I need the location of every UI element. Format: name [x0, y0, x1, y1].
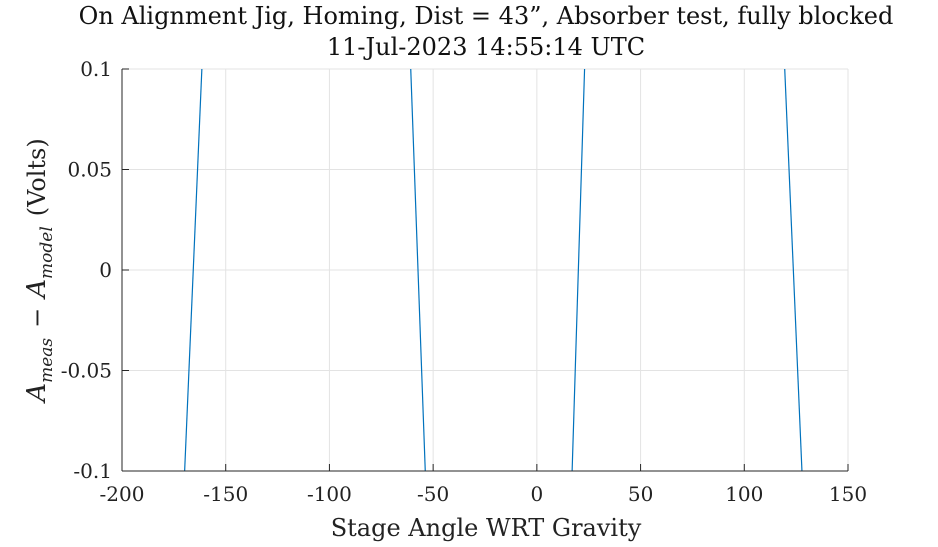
y-label-a1: A [22, 383, 52, 404]
y-tick-label: -0.1 [73, 459, 112, 483]
x-tick-label: -150 [203, 482, 248, 506]
y-label-sub2: model [37, 226, 57, 279]
series-line [571, 68, 586, 472]
x-tick-label: 100 [725, 482, 763, 506]
x-tick-label: -50 [417, 482, 449, 506]
series-line [184, 68, 203, 472]
y-label-a2: A [22, 279, 52, 300]
chart-title: On Alignment Jig, Homing, Dist = 43”, Ab… [79, 2, 894, 30]
x-axis-label: Stage Angle WRT Gravity [331, 514, 642, 542]
x-tick-label: -100 [307, 482, 352, 506]
series-line [410, 68, 426, 472]
y-label-unit: (Volts) [23, 138, 51, 216]
grid-lines [121, 68, 849, 472]
x-tick-label: 150 [829, 482, 867, 506]
x-tick-label: 50 [628, 482, 653, 506]
y-label-minus: − [23, 308, 51, 328]
x-tick-labels: -200 -150 -100 -50 0 50 100 150 [100, 482, 868, 506]
y-tick-label: -0.05 [61, 359, 112, 383]
series-line [784, 68, 803, 472]
y-tick-label: 0 [99, 258, 112, 282]
y-tick-label: 0.05 [67, 158, 112, 182]
y-label-sub1: meas [37, 338, 57, 383]
y-axis-label: Ameas − Amodel (Volts) [22, 138, 57, 403]
y-tick-label: 0.1 [80, 57, 112, 81]
axes [121, 68, 849, 472]
x-tick-label: 0 [530, 482, 543, 506]
x-tick-label: -200 [100, 482, 145, 506]
chart-subtitle: 11-Jul-2023 14:55:14 UTC [327, 33, 645, 61]
data-series [184, 68, 803, 472]
y-tick-labels: -0.1 -0.05 0 0.05 0.1 [61, 57, 112, 483]
